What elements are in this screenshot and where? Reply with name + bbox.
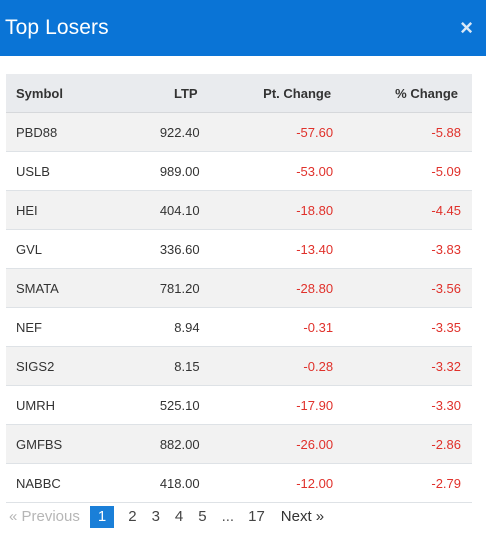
pct-change-cell: -5.88 bbox=[333, 112, 472, 152]
pt-change-cell: -53.00 bbox=[199, 151, 334, 191]
pct-change-cell: -4.45 bbox=[333, 190, 472, 230]
next-page-button[interactable]: Next » bbox=[280, 508, 325, 525]
ltp-cell: 922.40 bbox=[122, 112, 200, 152]
table-row[interactable]: GVL 336.60 -13.40 -3.83 bbox=[6, 229, 472, 269]
header-pt-change[interactable]: Pt. Change bbox=[199, 74, 334, 113]
pct-change-cell: -3.83 bbox=[333, 229, 472, 269]
header-symbol[interactable]: Symbol bbox=[6, 74, 123, 113]
pt-change-cell: -57.60 bbox=[199, 112, 334, 152]
page-1-button[interactable]: 1 bbox=[89, 506, 115, 528]
modal-title: Top Losers bbox=[5, 16, 109, 39]
pct-change-cell: -3.32 bbox=[333, 346, 472, 386]
pt-change-cell: -13.40 bbox=[199, 229, 334, 269]
table-header-row: Symbol LTP Pt. Change % Change bbox=[6, 74, 472, 113]
pt-change-cell: -0.31 bbox=[199, 307, 334, 347]
symbol-cell: NABBC bbox=[6, 463, 123, 503]
pt-change-cell: -17.90 bbox=[199, 385, 334, 425]
table-row[interactable]: USLB 989.00 -53.00 -5.09 bbox=[6, 151, 472, 191]
pagination-ellipsis: ... bbox=[221, 508, 235, 525]
table-row[interactable]: PBD88 922.40 -57.60 -5.88 bbox=[6, 112, 472, 152]
page-3-button[interactable]: 3 bbox=[151, 508, 160, 525]
symbol-cell: SIGS2 bbox=[6, 346, 123, 386]
page-4-button[interactable]: 4 bbox=[174, 508, 184, 525]
close-icon[interactable]: × bbox=[460, 15, 473, 40]
pt-change-cell: -0.28 bbox=[199, 346, 334, 386]
pct-change-cell: -3.56 bbox=[333, 268, 472, 308]
symbol-cell: UMRH bbox=[6, 385, 123, 425]
ltp-cell: 8.15 bbox=[122, 346, 200, 386]
symbol-cell: USLB bbox=[6, 151, 123, 191]
table-row[interactable]: NEF 8.94 -0.31 -3.35 bbox=[6, 307, 472, 347]
symbol-cell: GVL bbox=[6, 229, 123, 269]
symbol-cell: NEF bbox=[6, 307, 123, 347]
modal-header: Top Losers × bbox=[0, 0, 486, 56]
ltp-cell: 989.00 bbox=[122, 151, 200, 191]
ltp-cell: 336.60 bbox=[122, 229, 200, 269]
header-pct-change[interactable]: % Change bbox=[333, 74, 472, 113]
ltp-cell: 882.00 bbox=[122, 424, 200, 464]
pct-change-cell: -2.86 bbox=[333, 424, 472, 464]
page-5-button[interactable]: 5 bbox=[198, 508, 207, 525]
symbol-cell: SMATA bbox=[6, 268, 123, 308]
pct-change-cell: -3.30 bbox=[333, 385, 472, 425]
pt-change-cell: -12.00 bbox=[199, 463, 334, 503]
pct-change-cell: -3.35 bbox=[333, 307, 472, 347]
table-row[interactable]: NABBC 418.00 -12.00 -2.79 bbox=[6, 463, 472, 503]
page-17-button[interactable]: 17 bbox=[248, 508, 265, 525]
table-row[interactable]: UMRH 525.10 -17.90 -3.30 bbox=[6, 385, 472, 425]
symbol-cell: GMFBS bbox=[6, 424, 123, 464]
pagination: « Previous 1 2 3 4 5 ... 17 Next » bbox=[6, 503, 472, 531]
ltp-cell: 404.10 bbox=[122, 190, 200, 230]
pt-change-cell: -26.00 bbox=[199, 424, 334, 464]
ltp-cell: 525.10 bbox=[122, 385, 200, 425]
table-row[interactable]: HEI 404.10 -18.80 -4.45 bbox=[6, 190, 472, 230]
header-ltp[interactable]: LTP bbox=[122, 74, 200, 113]
pt-change-cell: -28.80 bbox=[199, 268, 334, 308]
ltp-cell: 418.00 bbox=[122, 463, 200, 503]
symbol-cell: PBD88 bbox=[6, 112, 123, 152]
symbol-cell: HEI bbox=[6, 190, 123, 230]
ltp-cell: 781.20 bbox=[122, 268, 200, 308]
table-row[interactable]: SMATA 781.20 -28.80 -3.56 bbox=[6, 268, 472, 308]
page-2-button[interactable]: 2 bbox=[128, 508, 137, 525]
ltp-cell: 8.94 bbox=[122, 307, 200, 347]
pct-change-cell: -5.09 bbox=[333, 151, 472, 191]
previous-page-button[interactable]: « Previous bbox=[9, 508, 80, 525]
losers-table: Symbol LTP Pt. Change % Change PBD88 922.… bbox=[6, 74, 472, 503]
pct-change-cell: -2.79 bbox=[333, 463, 472, 503]
modal-body: Symbol LTP Pt. Change % Change PBD88 922.… bbox=[0, 56, 486, 531]
table-row[interactable]: GMFBS 882.00 -26.00 -2.86 bbox=[6, 424, 472, 464]
table-row[interactable]: SIGS2 8.15 -0.28 -3.32 bbox=[6, 346, 472, 386]
pt-change-cell: -18.80 bbox=[199, 190, 334, 230]
